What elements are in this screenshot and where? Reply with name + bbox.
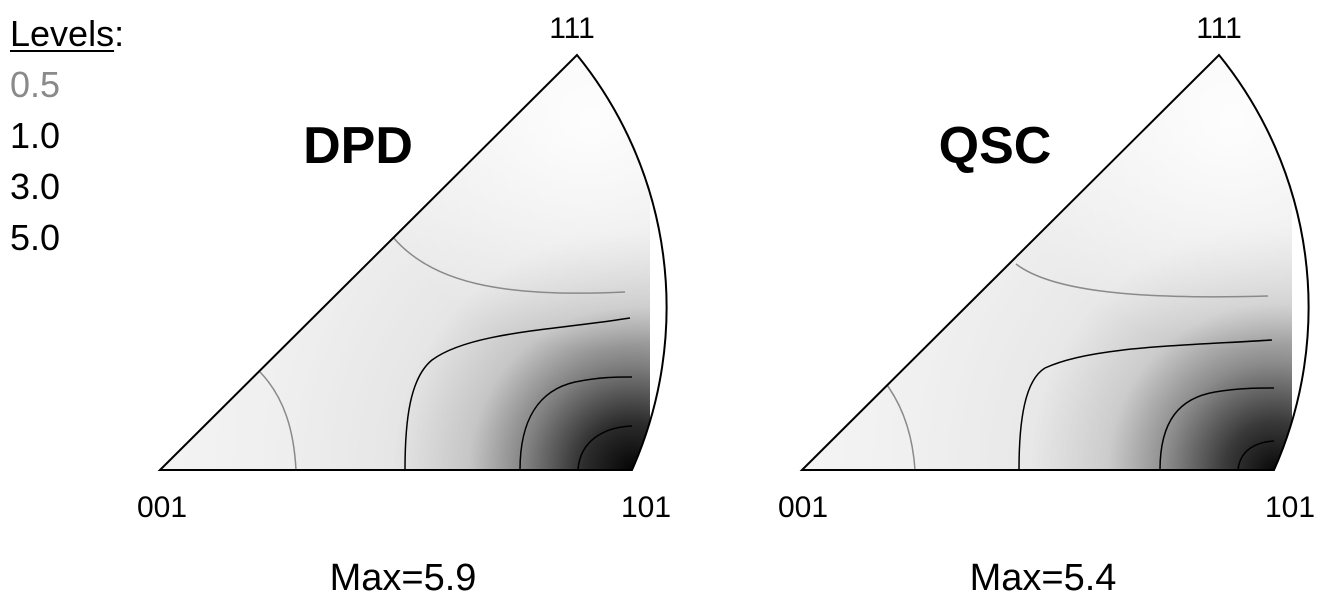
- legend-level-3: 5.0: [10, 217, 61, 258]
- dpd-density-shading: [160, 55, 650, 470]
- dpd-contour-3-0: [519, 376, 633, 470]
- qsc-max-label: Max=5.4: [970, 557, 1117, 598]
- qsc-contour-1-0: [1018, 339, 1273, 470]
- qsc-panel-title: QSC: [939, 117, 1052, 175]
- qsc-vertex-right-label: 101: [1265, 491, 1315, 524]
- dpd-contour-0-5-lower: [259, 371, 297, 470]
- qsc-triangle-outline: [799, 53, 1310, 471]
- legend-level-0: 0.5: [10, 64, 61, 105]
- dpd-contour-5-0: [577, 425, 633, 470]
- dpd-vertex-right-label: 101: [621, 491, 671, 524]
- dpd-vertex-top-label: 111: [549, 12, 595, 45]
- dpd-contour-1-0: [404, 317, 631, 470]
- dpd-contour-0-5-upper: [391, 235, 626, 294]
- qsc-contour-3-0: [1159, 387, 1275, 470]
- dpd-vertex-left-label: 001: [137, 491, 187, 524]
- dpd-contours: [259, 235, 633, 470]
- legend-title-word: Levels: [10, 13, 115, 54]
- qsc-vertex-left-label: 001: [778, 491, 828, 524]
- qsc-contour-0-5-upper: [1015, 263, 1269, 298]
- qsc-contour-0-5-lower: [886, 384, 916, 470]
- dpd-panel-title: DPD: [303, 117, 413, 175]
- qsc-contour-5-0: [1237, 440, 1275, 470]
- qsc-density-shading: [802, 55, 1292, 470]
- legend-title: Levels:: [10, 8, 124, 59]
- legend-level-1: 1.0: [10, 115, 61, 156]
- qsc-vertex-top-label: 111: [1196, 12, 1242, 45]
- dpd-max-label: Max=5.9: [330, 557, 477, 598]
- qsc-contours: [886, 263, 1275, 470]
- panel-dpd: 111 001 101 DPD Max=5.9: [137, 12, 671, 598]
- levels-legend: Levels: 0.5 1.0 3.0 5.0: [10, 8, 124, 263]
- legend-level-2: 3.0: [10, 166, 61, 207]
- legend-title-suffix: :: [114, 13, 125, 54]
- panel-qsc: 111 001 101 QSC Max=5.4: [778, 12, 1315, 598]
- dpd-triangle-outline: [157, 53, 668, 471]
